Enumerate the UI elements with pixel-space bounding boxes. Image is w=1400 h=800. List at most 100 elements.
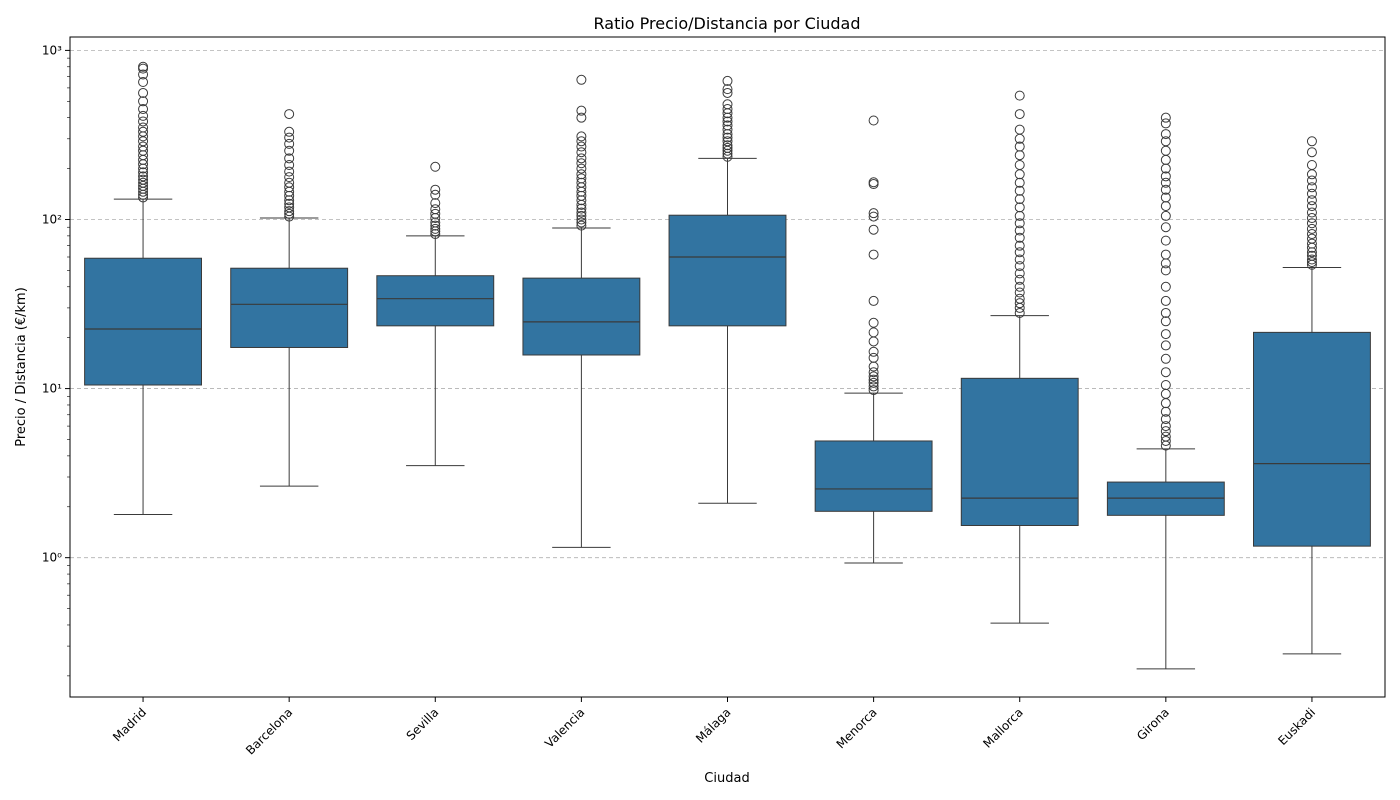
outlier-point — [284, 126, 295, 137]
outlier-point — [868, 249, 879, 260]
outlier-point — [1014, 169, 1025, 180]
box-group-barcelona — [230, 109, 349, 487]
outlier-point — [576, 136, 587, 147]
outlier-point — [576, 220, 587, 231]
outlier-point — [1160, 367, 1171, 378]
outlier-point — [1014, 232, 1025, 243]
outlier-point — [1014, 194, 1025, 205]
outlier-point — [1160, 222, 1171, 233]
box-group-málaga — [668, 75, 787, 504]
outlier-point — [576, 177, 587, 188]
outlier-point — [576, 173, 587, 184]
outlier-point — [1160, 435, 1171, 446]
outlier-point — [868, 177, 879, 188]
outlier-point — [284, 182, 295, 193]
outlier-point — [722, 132, 733, 143]
outlier-point — [1014, 287, 1025, 298]
outlier-point — [1014, 124, 1025, 135]
outlier-point — [868, 374, 879, 385]
outlier-point — [430, 204, 441, 215]
outlier-point — [868, 208, 879, 219]
outlier-point — [722, 140, 733, 151]
x-tick-label: Valencia — [542, 705, 587, 750]
axes: 10⁰ 10¹ 10² 10³ Madrid Barcelona Sevilla Valenc… — [42, 43, 1318, 757]
outlier-point — [1160, 201, 1171, 212]
outlier-point — [576, 141, 587, 152]
outlier-point — [1306, 147, 1317, 158]
outlier-point — [576, 210, 587, 221]
outlier-point — [1160, 136, 1171, 147]
outlier-point — [1160, 414, 1171, 425]
x-tick-label: Sevilla — [404, 705, 442, 743]
outlier-point — [1160, 307, 1171, 318]
outlier-point — [868, 224, 879, 235]
outlier-point — [868, 295, 879, 306]
outlier-point — [430, 161, 441, 172]
outlier-point — [868, 115, 879, 126]
outlier-point — [1014, 141, 1025, 152]
outlier-point — [1160, 340, 1171, 351]
x-tick-label: Menorca — [834, 705, 880, 751]
outlier-point — [138, 177, 149, 188]
outlier-point — [430, 208, 441, 219]
outlier-point — [868, 317, 879, 328]
outlier-point — [1014, 90, 1025, 101]
outlier-point — [868, 352, 879, 363]
outlier-point — [430, 189, 441, 200]
outlier-point — [1014, 268, 1025, 279]
outlier-point — [1014, 247, 1025, 258]
outlier-point — [722, 84, 733, 95]
iqr-box — [522, 277, 641, 356]
outlier-point — [1014, 307, 1025, 318]
plot-area — [84, 61, 1371, 670]
outlier-point — [1306, 257, 1317, 268]
outlier-point — [138, 167, 149, 178]
outlier-point — [722, 124, 733, 135]
box-group-menorca — [814, 115, 933, 564]
box-group-valencia — [522, 74, 641, 548]
outlier-point — [1160, 129, 1171, 140]
outlier-point — [868, 385, 879, 396]
outlier-point — [1160, 210, 1171, 221]
outlier-point — [1306, 207, 1317, 218]
outlier-point — [576, 147, 587, 158]
outlier-point — [722, 120, 733, 131]
outlier-point — [1160, 235, 1171, 246]
outlier-point — [722, 75, 733, 86]
outlier-point — [722, 148, 733, 159]
outlier-point — [868, 377, 879, 388]
outlier-point — [138, 96, 149, 107]
outlier-point — [1306, 250, 1317, 261]
iqr-box — [230, 267, 349, 348]
outlier-point — [284, 206, 295, 217]
outlier-point — [1014, 109, 1025, 120]
iqr-box — [376, 275, 495, 327]
outlier-point — [138, 141, 149, 152]
outlier-point — [1014, 150, 1025, 161]
y-tick-label: 10³ — [42, 43, 62, 57]
outlier-point — [1160, 398, 1171, 409]
outlier-point — [1306, 169, 1317, 180]
outlier-point — [1306, 233, 1317, 244]
outlier-point — [1160, 145, 1171, 156]
outlier-point — [576, 203, 587, 214]
outlier-point — [576, 158, 587, 169]
outlier-point — [1160, 426, 1171, 437]
outlier-point — [1306, 188, 1317, 199]
x-tick-label: Mallorca — [980, 705, 1025, 750]
box-group-mallorca — [960, 90, 1079, 624]
outlier-point — [1306, 159, 1317, 170]
outlier-point — [1160, 353, 1171, 364]
outlier-point — [1014, 254, 1025, 265]
outlier-point — [1306, 182, 1317, 193]
outlier-point — [284, 109, 295, 120]
outlier-point — [1306, 223, 1317, 234]
y-axis-label: Precio / Distancia (€/km) — [14, 287, 29, 447]
outlier-point — [868, 361, 879, 372]
iqr-box — [1253, 331, 1371, 547]
outlier-point — [138, 122, 149, 133]
outlier-point — [1306, 201, 1317, 212]
outlier-point — [868, 346, 879, 357]
outlier-point — [138, 61, 149, 72]
outlier-point — [722, 142, 733, 153]
